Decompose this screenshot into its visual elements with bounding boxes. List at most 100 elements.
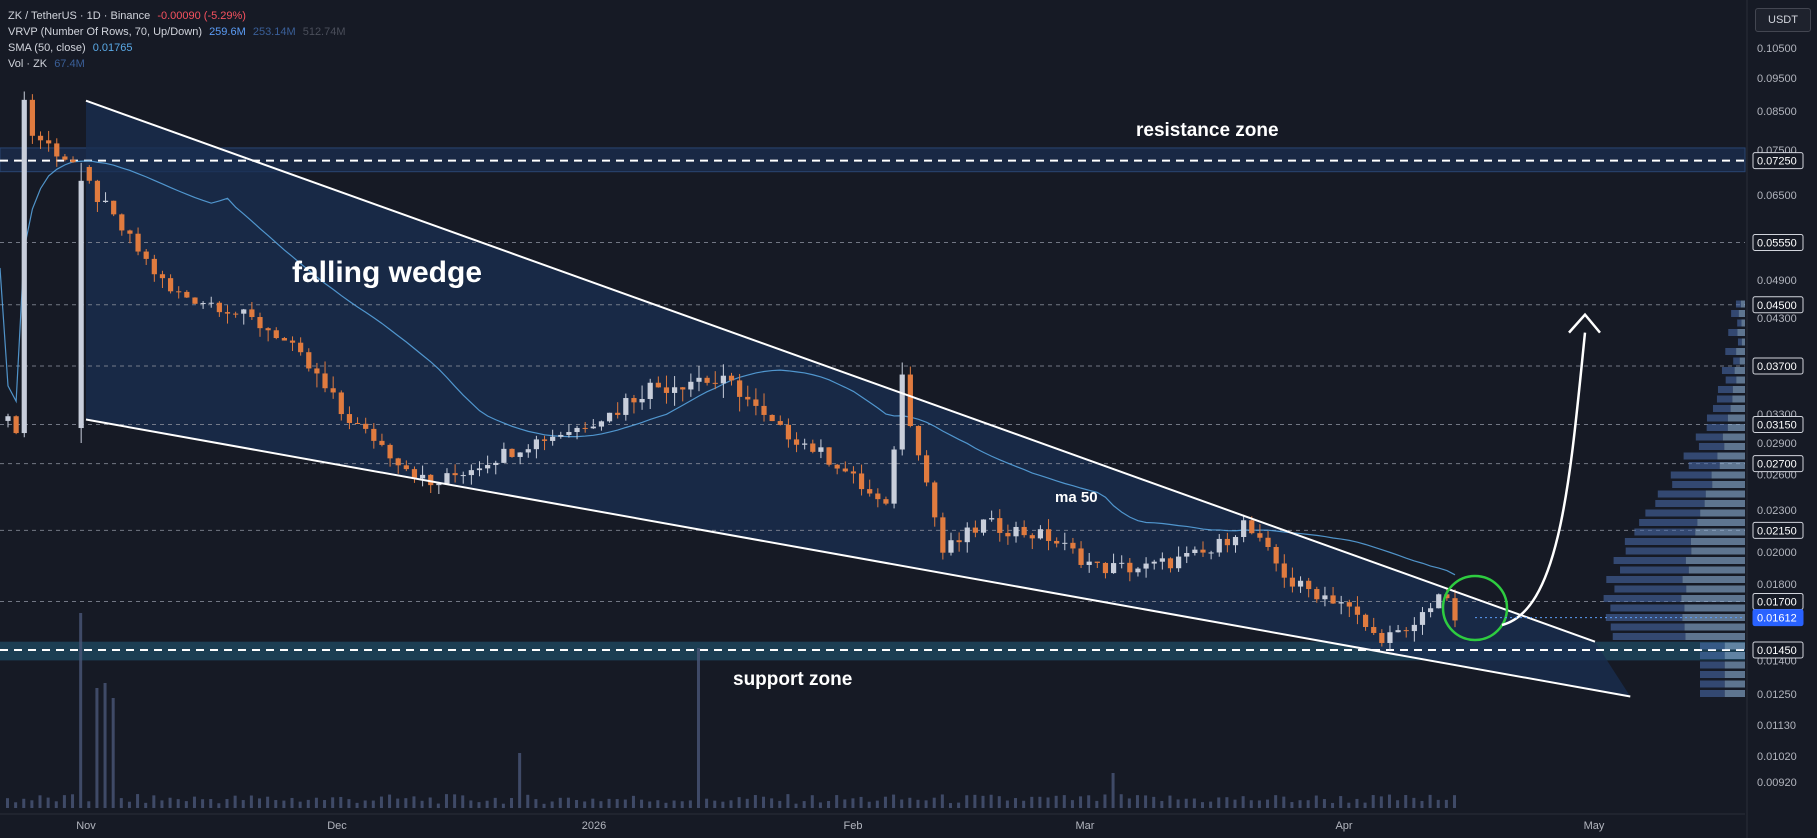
volume-bar xyxy=(753,795,757,808)
volume-bar xyxy=(997,796,1001,808)
volume-bar xyxy=(1282,796,1286,808)
candle-body xyxy=(102,200,109,203)
volume-bar xyxy=(371,800,375,808)
volume-profile xyxy=(1603,300,1745,697)
volume-profile-bar-down xyxy=(1698,443,1725,450)
volume-profile-bar-down xyxy=(1645,509,1701,517)
volume-bar xyxy=(1209,801,1213,808)
price-badge xyxy=(1752,521,1804,539)
candle-body xyxy=(476,468,483,471)
candle-body xyxy=(322,373,328,389)
candle-body xyxy=(200,303,206,305)
volume-bar xyxy=(1192,798,1196,808)
candle-body xyxy=(1216,538,1222,553)
volume-profile-bar-up xyxy=(1682,614,1745,621)
candle-body xyxy=(1330,595,1336,604)
volume-bar xyxy=(526,794,530,808)
volume-bar xyxy=(875,800,879,808)
candle-body xyxy=(1265,537,1271,548)
price-badge xyxy=(1752,296,1804,314)
candle-body xyxy=(1224,538,1230,546)
volume-bar xyxy=(477,802,481,808)
candle-body xyxy=(13,416,19,434)
candle-body xyxy=(525,449,531,453)
price-badge-label: 0.04500 xyxy=(1757,300,1797,312)
legend-sma-row[interactable]: SMA (50, close) 0.01765 xyxy=(8,40,346,56)
candle-body xyxy=(78,180,84,429)
volume-profile-bar-up xyxy=(1684,623,1745,631)
volume-bar xyxy=(1249,800,1253,808)
candle-body xyxy=(663,387,670,393)
volume-bar xyxy=(412,796,416,808)
volume-bar xyxy=(818,802,822,808)
candle-body xyxy=(289,340,296,343)
volume-bar xyxy=(1111,773,1115,808)
time-tick-label: Mar xyxy=(1076,820,1095,832)
candle-body xyxy=(346,414,353,423)
volume-profile-bar-down xyxy=(1706,424,1728,431)
volume-bar xyxy=(444,794,448,808)
volume-bar xyxy=(22,798,26,808)
price-tick-label: 0.06500 xyxy=(1757,190,1797,202)
volume-bar xyxy=(1022,800,1026,808)
legend-volume-row[interactable]: Vol · ZK 67.4M xyxy=(8,56,346,72)
volume-bar xyxy=(1322,799,1326,808)
candle-body xyxy=(224,312,231,314)
volume-bar xyxy=(493,797,497,808)
legend-symbol-row[interactable]: ZK / TetherUS · 1D · Binance -0.00090 (-… xyxy=(8,8,346,24)
volume-profile-bar-down xyxy=(1695,433,1723,441)
candle-body xyxy=(86,166,92,181)
candle-body xyxy=(1208,552,1214,554)
price-tick-label: 0.02300 xyxy=(1757,505,1797,517)
volume-bar xyxy=(1005,800,1009,808)
volume-bar xyxy=(331,797,335,808)
wedge-upper-line xyxy=(85,99,1596,643)
currency-unit-button[interactable]: USDT xyxy=(1755,8,1811,32)
volume-bar xyxy=(1444,799,1448,808)
volume-bar xyxy=(1160,800,1164,808)
volume-bar xyxy=(851,798,855,808)
volume-bar xyxy=(640,799,644,808)
candle-body xyxy=(1070,542,1076,549)
legend-vrvp-row[interactable]: VRVP (Number Of Rows, 70, Up/Down) 259.6… xyxy=(8,24,346,40)
price-tick-label: 0.02600 xyxy=(1757,470,1797,482)
candle-body xyxy=(192,297,198,304)
candle-body xyxy=(1273,547,1279,564)
candle-body xyxy=(655,382,661,388)
volume-profile-bar-up xyxy=(1727,414,1745,422)
candle-body xyxy=(1062,542,1068,544)
candle-body xyxy=(387,444,393,459)
candle-body xyxy=(1379,632,1385,643)
candle-body xyxy=(249,309,255,318)
price-tick-label: 0.09500 xyxy=(1757,73,1797,85)
volume-bar xyxy=(160,800,164,808)
candle-body xyxy=(29,99,35,136)
candle-body xyxy=(615,412,621,415)
volume-bar xyxy=(217,803,221,808)
candle-body xyxy=(94,180,101,203)
volume-bar xyxy=(241,800,245,808)
volume-profile-bar-up xyxy=(1730,405,1745,412)
volume-bar xyxy=(1038,796,1042,808)
candle-body xyxy=(1314,589,1320,600)
volume-bar xyxy=(623,799,627,808)
volume-bar xyxy=(314,797,318,808)
candle-body xyxy=(924,455,930,483)
volume-profile-bar-up xyxy=(1727,424,1745,431)
candle-body xyxy=(159,274,166,279)
candle-body xyxy=(1143,563,1149,569)
volume-profile-bar-down xyxy=(1683,452,1718,460)
volume-bar xyxy=(1428,794,1432,808)
volume-profile-bar-down xyxy=(1700,680,1725,688)
candle-body xyxy=(737,380,743,397)
vrvp-value-3: 512.74M xyxy=(302,26,346,38)
volume-profile-bar-up xyxy=(1705,490,1745,498)
candle-body xyxy=(1452,598,1458,621)
candle-body xyxy=(720,375,726,384)
volume-bar xyxy=(973,794,977,808)
volume-bar xyxy=(1331,802,1335,808)
volume-profile-bar-up xyxy=(1695,528,1745,536)
volume-profile-bar-up xyxy=(1684,604,1745,612)
candle-body xyxy=(1013,526,1019,537)
